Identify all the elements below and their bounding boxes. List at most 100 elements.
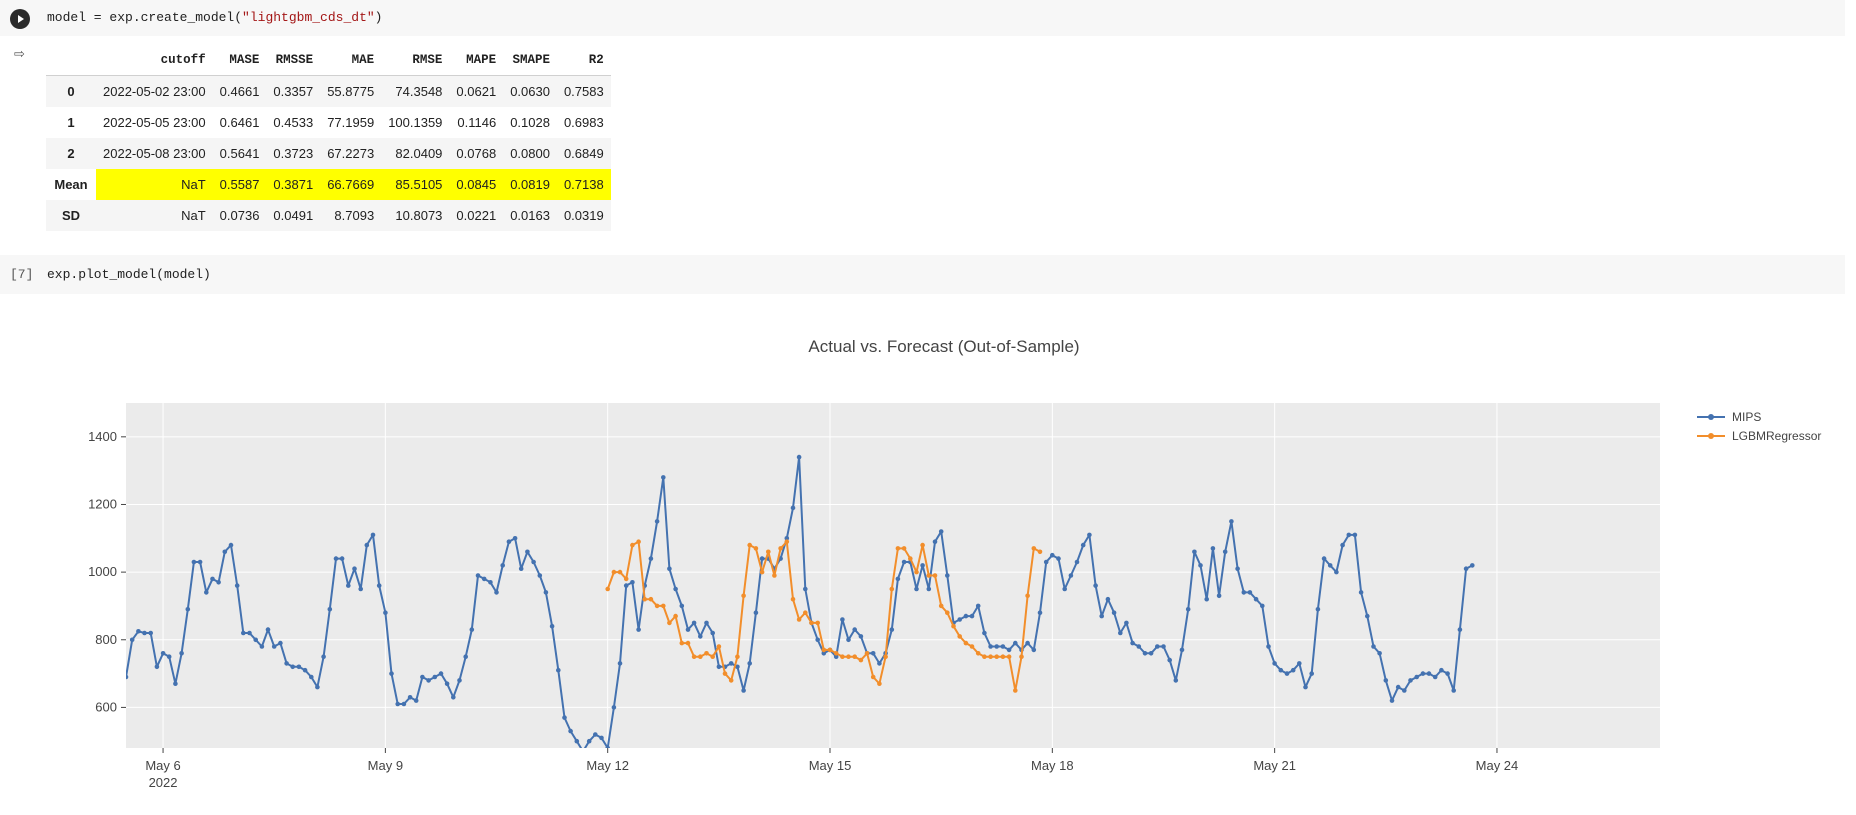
data-point[interactable] bbox=[710, 654, 715, 659]
data-point[interactable] bbox=[938, 529, 944, 534]
data-point[interactable] bbox=[833, 651, 839, 656]
data-point[interactable] bbox=[1241, 590, 1247, 595]
data-point[interactable] bbox=[376, 583, 382, 588]
data-point[interactable] bbox=[945, 610, 950, 615]
data-point[interactable] bbox=[975, 603, 981, 609]
data-point[interactable] bbox=[1235, 566, 1240, 571]
data-point[interactable] bbox=[1303, 684, 1308, 690]
data-point[interactable] bbox=[1025, 640, 1030, 646]
data-point[interactable] bbox=[475, 573, 481, 578]
data-point[interactable] bbox=[667, 620, 672, 626]
data-point[interactable] bbox=[1260, 603, 1265, 609]
data-point[interactable] bbox=[864, 651, 870, 656]
data-point[interactable] bbox=[1451, 688, 1456, 693]
data-point[interactable] bbox=[444, 681, 450, 686]
data-point[interactable] bbox=[1365, 613, 1370, 619]
data-point[interactable] bbox=[1352, 532, 1358, 538]
data-point[interactable] bbox=[593, 732, 598, 737]
data-point[interactable] bbox=[1087, 532, 1092, 538]
data-point[interactable] bbox=[1457, 627, 1463, 632]
data-point[interactable] bbox=[432, 674, 438, 680]
data-point[interactable] bbox=[932, 539, 938, 544]
data-point[interactable] bbox=[926, 586, 932, 592]
data-point[interactable] bbox=[321, 654, 326, 659]
data-point[interactable] bbox=[698, 634, 703, 639]
data-point[interactable] bbox=[741, 688, 746, 693]
data-point[interactable] bbox=[920, 542, 925, 548]
data-point[interactable] bbox=[1297, 661, 1302, 666]
data-point[interactable] bbox=[605, 586, 610, 592]
data-point[interactable] bbox=[1266, 644, 1271, 649]
data-point[interactable] bbox=[1019, 654, 1024, 659]
data-point[interactable] bbox=[642, 596, 647, 602]
code-cell-plot-model[interactable]: [7] exp.plot_model(model) bbox=[0, 255, 1845, 294]
data-point[interactable] bbox=[173, 681, 178, 686]
data-point[interactable] bbox=[1037, 610, 1043, 615]
data-point[interactable] bbox=[302, 667, 308, 673]
data-point[interactable] bbox=[679, 640, 685, 646]
data-point[interactable] bbox=[1050, 552, 1055, 558]
data-point[interactable] bbox=[228, 542, 234, 548]
data-point[interactable] bbox=[1210, 546, 1216, 551]
data-point[interactable] bbox=[1426, 671, 1432, 676]
data-point[interactable] bbox=[698, 654, 703, 659]
data-point[interactable] bbox=[722, 671, 728, 676]
data-point[interactable] bbox=[623, 583, 629, 588]
data-point[interactable] bbox=[858, 634, 864, 639]
data-point[interactable] bbox=[543, 590, 549, 595]
data-point[interactable] bbox=[648, 556, 654, 561]
data-point[interactable] bbox=[210, 576, 215, 582]
data-point[interactable] bbox=[630, 542, 635, 548]
data-point[interactable] bbox=[1445, 671, 1450, 676]
data-point[interactable] bbox=[840, 617, 845, 622]
data-point[interactable] bbox=[1204, 596, 1209, 602]
data-point[interactable] bbox=[581, 749, 586, 754]
data-point[interactable] bbox=[759, 569, 765, 575]
data-point[interactable] bbox=[537, 573, 543, 578]
data-point[interactable] bbox=[1284, 671, 1290, 676]
data-point[interactable] bbox=[716, 644, 722, 649]
data-point[interactable] bbox=[815, 637, 820, 643]
data-point[interactable] bbox=[1470, 563, 1475, 568]
data-point[interactable] bbox=[784, 536, 790, 541]
data-point[interactable] bbox=[166, 654, 172, 659]
data-point[interactable] bbox=[654, 603, 660, 609]
data-point[interactable] bbox=[1111, 610, 1117, 615]
data-point[interactable] bbox=[413, 698, 419, 703]
data-point[interactable] bbox=[685, 640, 691, 646]
data-point[interactable] bbox=[969, 613, 975, 619]
data-point[interactable] bbox=[389, 671, 394, 676]
data-point[interactable] bbox=[846, 654, 851, 659]
data-point[interactable] bbox=[463, 654, 469, 659]
data-point[interactable] bbox=[488, 580, 493, 585]
data-point[interactable] bbox=[259, 644, 265, 649]
data-point[interactable] bbox=[1062, 586, 1067, 592]
data-point[interactable] bbox=[599, 735, 604, 741]
legend-item[interactable]: LGBMRegressor bbox=[1697, 429, 1821, 443]
data-point[interactable] bbox=[1327, 563, 1333, 568]
data-point[interactable] bbox=[500, 563, 506, 568]
data-point[interactable] bbox=[179, 651, 184, 656]
data-point[interactable] bbox=[1056, 556, 1061, 561]
data-point[interactable] bbox=[296, 664, 302, 670]
data-point[interactable] bbox=[1358, 590, 1364, 595]
data-point[interactable] bbox=[846, 637, 851, 643]
data-point[interactable] bbox=[309, 674, 314, 680]
data-point[interactable] bbox=[815, 620, 820, 626]
data-point[interactable] bbox=[938, 603, 944, 609]
data-point[interactable] bbox=[1340, 542, 1345, 548]
data-point[interactable] bbox=[623, 576, 629, 582]
data-point[interactable] bbox=[877, 661, 882, 666]
data-point[interactable] bbox=[1198, 563, 1203, 568]
data-point[interactable] bbox=[951, 623, 956, 629]
data-point[interactable] bbox=[741, 593, 746, 599]
data-point[interactable] bbox=[1173, 678, 1179, 683]
data-point[interactable] bbox=[636, 539, 641, 544]
data-point[interactable] bbox=[963, 613, 969, 619]
data-point[interactable] bbox=[1389, 698, 1395, 703]
data-point[interactable] bbox=[1093, 583, 1098, 588]
data-point[interactable] bbox=[735, 654, 740, 659]
data-point[interactable] bbox=[278, 640, 283, 646]
data-point[interactable] bbox=[716, 664, 722, 670]
forecast-chart[interactable]: Actual vs. Forecast (Out-of-Sample) May 6… bbox=[0, 300, 1856, 800]
